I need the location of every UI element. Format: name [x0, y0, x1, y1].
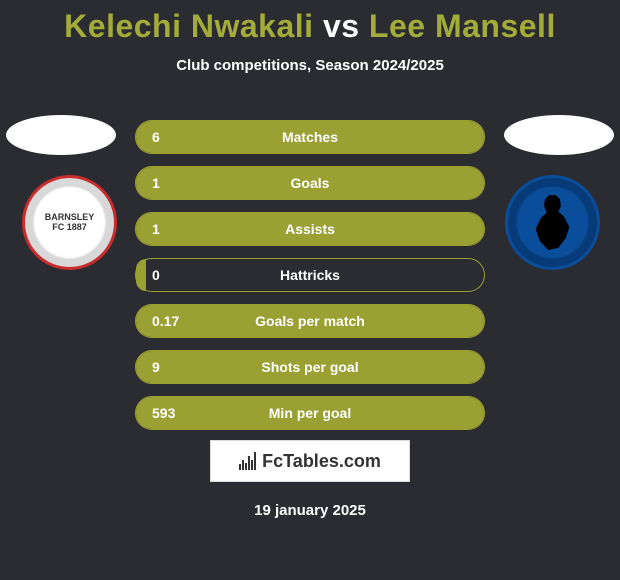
page-title: Kelechi Nwakali vs Lee Mansell — [0, 8, 620, 45]
stat-row: 593Min per goal — [135, 396, 485, 430]
stat-label: Shots per goal — [136, 359, 484, 375]
title-block: Kelechi Nwakali vs Lee Mansell — [0, 0, 620, 45]
footer-logo[interactable]: FcTables.com — [210, 440, 410, 482]
stat-label: Hattricks — [136, 267, 484, 283]
stat-row: 1Goals — [135, 166, 485, 200]
stat-label: Goals per match — [136, 313, 484, 329]
chart-icon — [239, 452, 256, 470]
stat-row: 0Hattricks — [135, 258, 485, 292]
club-badge-right — [505, 175, 600, 270]
stat-label: Matches — [136, 129, 484, 145]
stat-label: Min per goal — [136, 405, 484, 421]
club-badge-left: BARNSLEY FC 1887 — [22, 175, 117, 270]
player2-name: Lee Mansell — [369, 8, 556, 44]
date-line: 19 january 2025 — [0, 502, 620, 519]
stat-label: Goals — [136, 175, 484, 191]
stats-container: 6Matches 1Goals 1Assists 0Hattricks 0.17Goal… — [135, 120, 485, 442]
player2-photo-slot — [504, 115, 614, 155]
subtitle: Club competitions, Season 2024/2025 — [0, 57, 620, 74]
player1-photo-slot — [6, 115, 116, 155]
footer-logo-text: FcTables.com — [262, 451, 381, 472]
player1-name: Kelechi Nwakali — [64, 8, 313, 44]
stat-row: 1Assists — [135, 212, 485, 246]
stat-row: 6Matches — [135, 120, 485, 154]
stat-row: 0.17Goals per match — [135, 304, 485, 338]
club-badge-right-silhouette — [532, 195, 574, 250]
vs-separator: vs — [323, 8, 360, 44]
stat-row: 9Shots per goal — [135, 350, 485, 384]
stat-label: Assists — [136, 221, 484, 237]
club-badge-left-label: BARNSLEY FC 1887 — [40, 213, 100, 233]
